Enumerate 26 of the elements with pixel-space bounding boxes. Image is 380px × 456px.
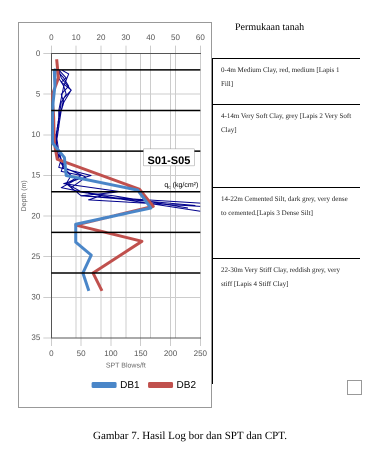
text: Gambar 7. Hasil Log bor dan SPT dan CPT. — [92, 430, 288, 442]
y-tick-label: 5 — [36, 89, 41, 98]
x2-tick-label: 10 — [72, 33, 82, 42]
x2-tick-label: 0 — [49, 33, 54, 42]
x-tick-label: 50 — [76, 349, 86, 358]
x-tick-label: 150 — [134, 349, 148, 358]
x2-tick-label: 60 — [196, 33, 206, 42]
y-tick-label: 35 — [31, 333, 41, 342]
y-tick-label: 30 — [31, 292, 41, 302]
x2-tick-label: 30 — [121, 33, 131, 42]
legend-label: DB2 — [176, 380, 196, 391]
x-tick-label: 0 — [49, 349, 54, 358]
x2-tick-label: 50 — [171, 33, 180, 42]
y-tick-label: 10 — [31, 130, 41, 140]
y-tick-label: 25 — [31, 252, 41, 261]
y-tick-label: 0 — [36, 48, 41, 58]
legend-label: DB1 — [120, 380, 140, 391]
x-tick-label: 200 — [164, 349, 178, 358]
y-tick-label: 15 — [31, 170, 41, 180]
x2-tick-label: 40 — [146, 33, 156, 42]
x2-tick-label: 20 — [96, 33, 106, 42]
text: Permukaan tanah — [235, 22, 304, 33]
y-tick-label: 20 — [31, 211, 41, 220]
x-tick-label: 100 — [104, 349, 118, 358]
x-tick-label: 250 — [194, 349, 208, 358]
annotation: S01-S05 — [148, 154, 190, 167]
